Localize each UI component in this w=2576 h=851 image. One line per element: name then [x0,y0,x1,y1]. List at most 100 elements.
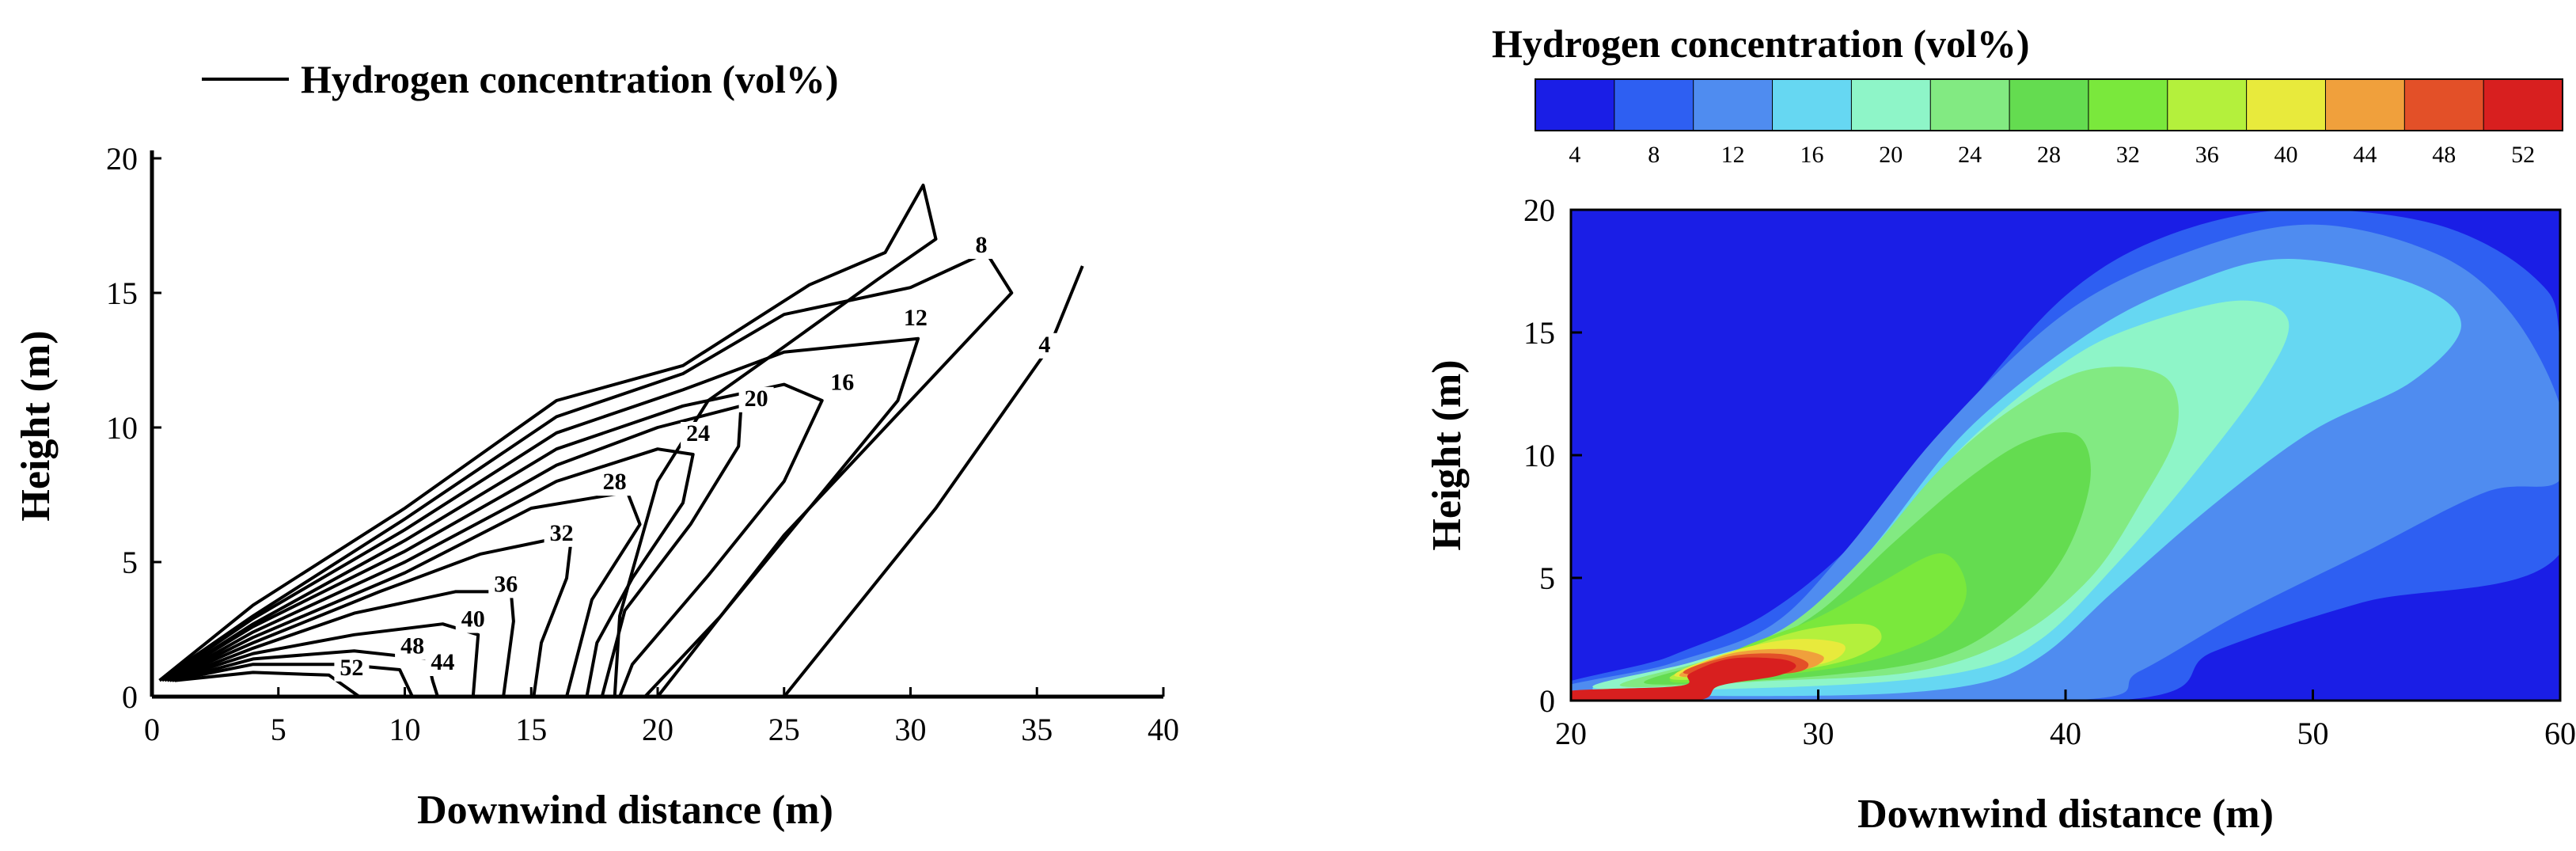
y-tick-label: 10 [1523,438,1555,473]
colorbar-swatch [2088,78,2168,131]
colorbar-tick-label: 40 [2274,142,2298,168]
region-level-52 [1571,657,1796,701]
x-tick-label: 40 [1148,712,1179,747]
colorbar-tick-labels: 4 8 12 16 20 24 28 32 36 40 44 48 52 [1569,142,2535,168]
contour-line [166,534,574,697]
colorbar-tick-label: 36 [2195,142,2219,168]
y-tick-label: 15 [106,275,138,311]
colorbar-swatch [1772,78,1853,131]
right-axes: 20 30 40 50 60 0 5 10 15 20 [1523,192,2576,751]
contour-label-bg [963,234,999,259]
x-axis-title-right: Downwind distance (m) [1857,792,2274,837]
x-tick-label: 50 [2297,716,2329,751]
contour-label-28: 28 [603,469,627,495]
colorbar-tick-label: 28 [2037,142,2061,168]
y-tick-label: 20 [1523,192,1555,228]
contour-label-bg [425,651,461,676]
colorbar-swatch [2324,78,2406,131]
x-tick-label: 10 [389,712,421,747]
contour-label-8: 8 [975,232,987,258]
contour-label-bg [455,607,491,633]
contour-label-36: 36 [494,571,518,597]
contour-label-24: 24 [686,420,710,446]
colorbar-tick-label: 24 [1958,142,1982,168]
y-axis-title-right: Height (m) [1425,359,1470,550]
x-tick-label: 0 [144,712,160,747]
contour-line [174,671,361,698]
colorbar [1535,78,2563,131]
contour-label-bg [334,655,370,682]
contour-line [166,490,642,697]
contour-label-bg [738,386,774,412]
x-tick-label: 20 [642,712,673,747]
x-tick-label: 20 [1555,716,1587,751]
contour-label-4: 4 [1038,332,1050,358]
contour-line [163,382,824,697]
contour-line [166,447,695,697]
contour-label-bg [897,306,933,332]
legend-label: Hydrogen concentration (vol%) [301,57,839,101]
contour-label-32: 32 [550,520,574,546]
contour-label-bg [488,572,524,598]
colorbar-swatch [1693,78,1774,131]
colorbar-swatch [2246,78,2327,131]
contour-label-40: 40 [461,606,485,633]
contour-label-12: 12 [904,305,928,331]
contour-label-bg [1026,332,1062,359]
contour-line [158,184,938,697]
contour-label-52: 52 [340,655,363,681]
x-tick-label: 5 [271,712,286,747]
colorbar-tick-label: 8 [1648,142,1660,168]
x-tick-label: 40 [2050,716,2081,751]
colorbar-tick-label: 4 [1569,142,1580,168]
y-tick-label: 5 [122,545,138,580]
contour-line-chart: Hydrogen concentration (vol%) 0 5 10 15 20 25… [0,0,1235,847]
colorbar-swatch [2167,78,2248,131]
colorbar-title: Hydrogen concentration (vol%) [1492,21,2030,66]
colorbar-swatch [1850,78,1932,131]
left-axes: 0 5 10 15 20 25 30 35 40 0 5 10 15 20 [106,141,1179,747]
x-tick-label: 30 [895,712,927,747]
colorbar-tick-label: 32 [2116,142,2140,168]
colorbar-swatch [2483,78,2563,131]
x-tick-label: 30 [1803,716,1834,751]
contour-line [161,336,920,698]
colorbar-swatch [2403,78,2485,131]
contour-line [169,622,480,697]
contour-line [169,590,515,697]
contour-label-bg [825,370,860,397]
x-tick-label: 15 [515,712,547,747]
y-tick-label: 20 [106,141,138,177]
colorbar-swatch [1535,78,1615,131]
contour-label-20: 20 [745,386,768,412]
contour-label-48: 48 [400,633,424,659]
x-axis-title: Downwind distance (m) [417,788,833,833]
colorbar-tick-label: 52 [2511,142,2535,168]
colorbar-swatch [1614,78,1694,131]
contour-label-44: 44 [431,649,454,675]
region-level-28 [1644,432,2091,685]
contour-label-bg [597,470,632,496]
contour-label-bg [544,521,579,547]
y-tick-label: 0 [1539,683,1555,719]
x-tick-label: 25 [768,712,800,747]
colorbar-tick-label: 12 [1721,142,1745,168]
y-tick-label: 10 [106,410,138,446]
contour-label-16: 16 [830,369,854,395]
colorbar-tick-label: 20 [1879,142,1903,168]
x-tick-label: 60 [2544,716,2576,751]
colorbar-frame [1535,78,2563,131]
y-tick-label: 5 [1539,560,1555,596]
concentration-regions [1571,210,2560,701]
filled-contour-chart: Hydrogen concentration (vol%) 4 8 12 16 20 24… [1409,0,2576,847]
contour-lines [158,184,1084,698]
contour-line [158,251,1014,698]
colorbar-swatch [1929,78,2011,131]
contour-line [783,265,1084,698]
contour-line [163,404,743,697]
colorbar-tick-label: 44 [2353,142,2377,168]
y-axis-title: Height (m) [13,330,59,521]
contour-chart-svg: Hydrogen concentration (vol%) 0 5 10 15 20 25… [13,57,1179,833]
contour-line [172,649,439,697]
